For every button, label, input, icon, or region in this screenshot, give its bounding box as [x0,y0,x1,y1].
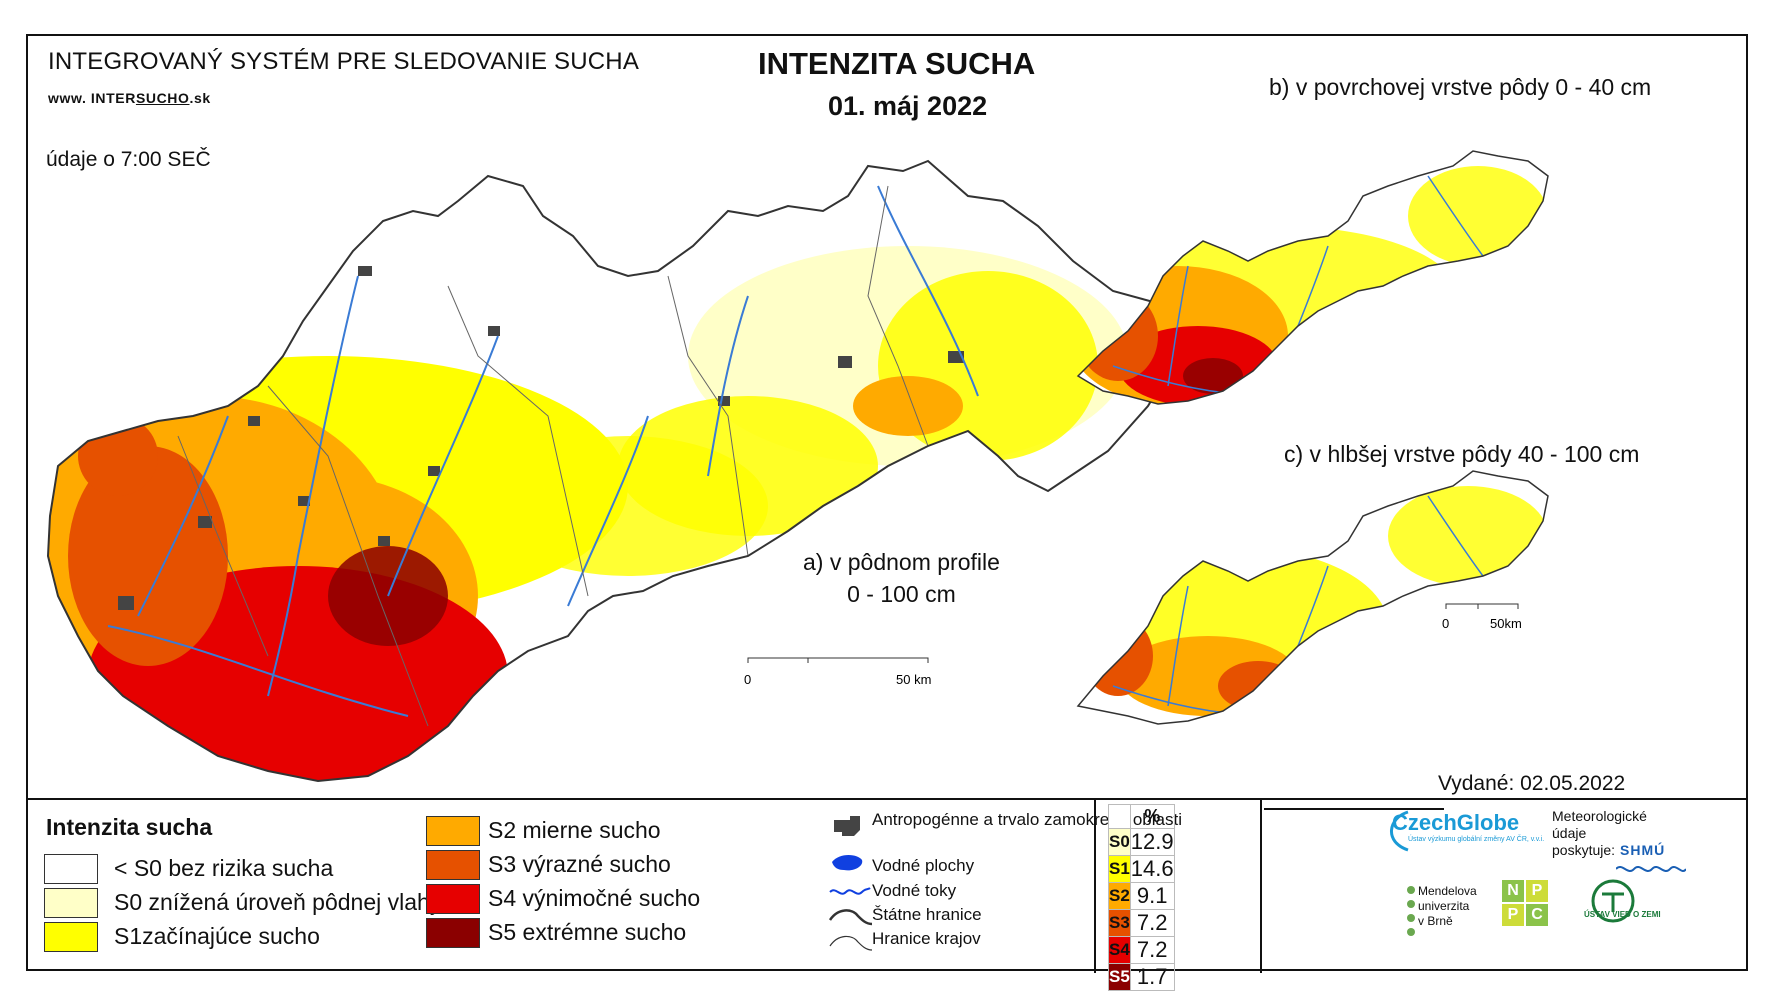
scale-small-end: 50km [1490,616,1522,631]
czechglobe-arc-icon [1390,810,1409,852]
shmu-logo: SHMÚ [1620,842,1666,858]
water-body-icon [832,855,863,871]
map-a-region-borders [177,185,929,727]
legend-swatch-s0 [44,888,98,918]
legend-swatch-s4 [426,884,480,914]
region-border-icon [829,935,873,951]
legend-divider-2 [1260,800,1262,973]
legend-anthropogenic: Antropogénne a trvalo zamokrené oblasti [872,810,1182,829]
table-row: S0 12.9 [1108,828,1175,856]
mendel-logo: Mendelova univerzita v Brně [1418,884,1477,928]
table-row: S1 14.6 [1108,855,1175,883]
shmu-wave-icon [1616,866,1686,872]
scale-bar-main [747,657,929,663]
table-header-row: % [1108,804,1175,829]
map-frame: INTEGROVANÝ SYSTÉM PRE SLEDOVANIE SUCHA … [26,34,1748,973]
legend-water-streams: Vodné toky [872,881,957,900]
table-header-percent: % [1129,804,1175,829]
legend-swatch-s5 [426,918,480,948]
table-row: S2 9.1 [1108,882,1175,910]
map-c [1077,470,1549,725]
legend-panel: Intenzita sucha < S0 bez rizika sucha S0… [28,798,1746,973]
legend-swatch-s3 [426,850,480,880]
map-b-drought-zones [1078,166,1548,404]
legend-heading: Intenzita sucha [46,814,213,840]
legend-water-bodies: Vodné plochy [872,856,975,875]
legend-label-s1: S1začínajúce sucho [114,923,320,949]
legend-region-border: Hranice krajov [872,929,981,948]
map-b-rivers [1112,175,1484,395]
page-date: 01. máj 2022 [828,91,988,121]
legend-label-s5: S5 extrémne sucho [488,919,687,945]
legend-label-below-s0: < S0 bez rizika sucha [114,855,334,881]
legend-divider-1 [1094,800,1096,973]
urban-area-icon [834,816,860,836]
uvz-logo: ÚSTAV VIED O ZEMI [1584,910,1661,919]
drought-percent-table: % S0 12.9 S1 14.6 S2 9.1 S3 7.2 S4 7.2 S5 1.7 [1108,804,1175,991]
map-c-drought-zones [1078,486,1548,716]
scale-main-end: 50 km [896,672,931,687]
map-b-title: b) v povrchovej vrstve pôdy 0 - 40 cm [1269,74,1652,100]
scale-main-zero: 0 [744,672,751,687]
table-row: S3 7.2 [1108,909,1175,937]
legend-label-s4: S4 výnimočné sucho [488,885,701,911]
legend-state-border: Štátne hranice [872,905,982,924]
system-title: INTEGROVANÝ SYSTÉM PRE SLEDOVANIE SUCHA [48,48,640,75]
legend-swatch-below-s0 [44,854,98,884]
time-note: údaje o 7:00 SEČ [46,148,211,171]
map-a-title: a) v pôdnom profile 0 - 100 cm [803,546,1000,610]
issued-underline [1264,808,1444,810]
map-c-title: c) v hlbšej vrstve pôdy 40 - 100 cm [1284,441,1640,467]
map-a-rivers [107,185,979,717]
page-title: INTENZITA SUCHA [758,46,1036,81]
legend-swatch-s2 [426,816,480,846]
uvz-logo-icon [1591,879,1635,923]
map-a [47,160,1204,782]
river-icon [829,887,871,895]
map-a-title-line1: a) v pôdnom profile [803,549,1000,575]
legend-symbols [828,816,873,951]
legend-label-s2: S2 mierne sucho [488,817,661,843]
scale-small-zero: 0 [1442,616,1449,631]
mendel-dots-icon [1407,886,1415,936]
map-a-drought-zones [48,246,1128,781]
scale-bar-small [1445,603,1519,609]
website-link[interactable]: www. INTERSUCHO.sk [48,90,211,106]
table-row: S5 1.7 [1108,963,1175,991]
issued-date: Vydané: 02.05.2022 [1438,772,1626,795]
czechglobe-subtitle: Ústav výzkumu globální změny AV ČR, v.v.… [1408,836,1545,843]
meteo-provider-note: Meteorologické údaje poskytuje: [1552,808,1647,858]
state-border-icon [828,909,873,926]
map-b [1077,150,1549,405]
maps-canvas: 0 50 km 0 50km [47,150,1549,782]
legend-label-s3: S3 výrazné sucho [488,851,671,877]
table-row: S4 7.2 [1108,936,1175,964]
legend-label-s0: S0 znížená úroveň pôdnej vlahy [114,889,442,915]
map-a-title-line2: 0 - 100 cm [847,581,956,607]
legend-swatch-s1 [44,922,98,952]
map-a-urban-areas [118,246,964,610]
czechglobe-logo: CzechGlobe [1392,810,1520,835]
